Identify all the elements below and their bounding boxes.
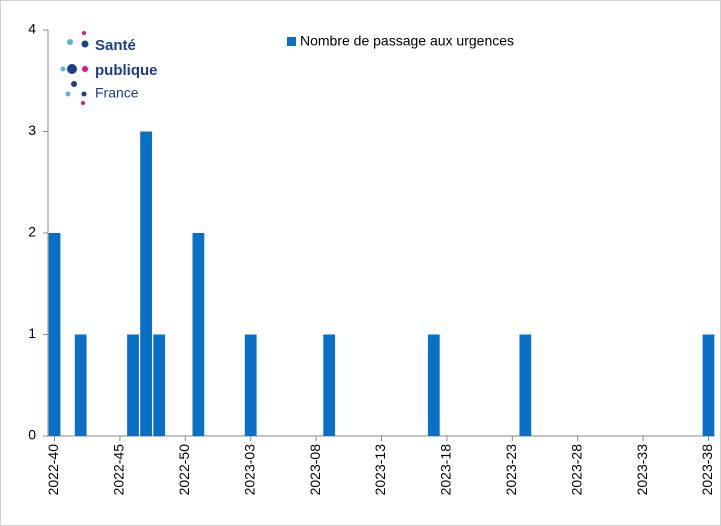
y-tick-label: 0 [28, 427, 36, 443]
logo-text: publique [95, 62, 158, 79]
logo-dot [81, 40, 89, 48]
x-tick-label: 2023-23 [503, 444, 519, 496]
x-tick-label: 2022-45 [111, 444, 127, 496]
x-tick-label: 2023-08 [307, 444, 323, 496]
bar [74, 334, 87, 436]
logo-dot [67, 39, 73, 45]
logo-dot [81, 101, 85, 105]
bar [127, 334, 139, 436]
y-tick-label: 1 [28, 325, 36, 341]
logo: Santé publique France [60, 31, 158, 105]
logo-dot [71, 81, 77, 87]
logo-dot [67, 64, 77, 74]
bar [519, 334, 532, 436]
logo-dot [81, 91, 87, 97]
logo-dot [82, 31, 86, 35]
logo-dot [82, 66, 88, 72]
legend-label: Nombre de passage aux urgences [300, 33, 514, 49]
x-tick-label: 2022-50 [176, 444, 192, 496]
logo-dot [65, 91, 71, 97]
y-tick-label: 2 [28, 224, 36, 240]
y-tick-label: 4 [28, 21, 36, 37]
x-tick-label: 2023-33 [634, 444, 650, 496]
x-tick-label: 2023-38 [699, 444, 715, 496]
bar [323, 334, 336, 436]
x-tick-label: 2023-18 [438, 444, 454, 496]
y-tick-label: 3 [28, 122, 36, 138]
bar [140, 131, 152, 436]
logo-text: France [95, 85, 139, 101]
bar [702, 334, 715, 436]
bar [244, 334, 257, 436]
x-tick-label: 2022-40 [45, 444, 61, 496]
bar [153, 334, 166, 436]
bar [427, 334, 440, 436]
x-tick-label: 2023-13 [372, 444, 388, 496]
logo-dot [60, 66, 66, 72]
x-tick-label: 2023-28 [568, 444, 584, 496]
legend-swatch [287, 37, 296, 46]
logo-text: Santé [95, 37, 136, 54]
bar [192, 233, 205, 436]
x-tick-label: 2023-03 [241, 444, 257, 496]
bar [48, 233, 61, 436]
